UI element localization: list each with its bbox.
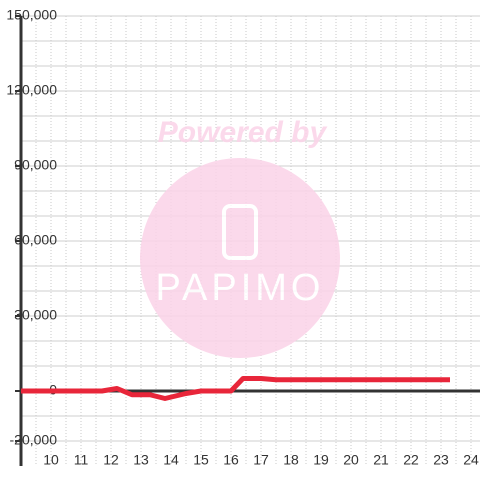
x-tick-label: 15 xyxy=(193,452,209,468)
x-tick-label: 19 xyxy=(313,452,329,468)
y-tick-label: 120,000 xyxy=(6,82,57,98)
x-tick-label: 12 xyxy=(103,452,119,468)
x-tick-label: 17 xyxy=(253,452,269,468)
x-tick-label: 16 xyxy=(223,452,239,468)
line xyxy=(21,376,450,401)
x-tick-label: 10 xyxy=(43,452,59,468)
x-tick-label: 11 xyxy=(74,452,89,468)
watermark: Powered by PAPIMO xyxy=(140,116,340,358)
x-tick-label: 23 xyxy=(433,452,449,468)
watermark-top: Powered by xyxy=(158,116,328,149)
y-tick-label: 60,000 xyxy=(14,232,57,248)
watermark-brand: PAPIMO xyxy=(156,267,325,309)
x-tick-label: 21 xyxy=(373,452,389,468)
y-tick-label: 150,000 xyxy=(6,7,57,23)
watermark-phone xyxy=(222,204,258,260)
x-tick-label: 20 xyxy=(343,452,359,468)
x-tick-label: 18 xyxy=(283,452,299,468)
x-tick-label: 24 xyxy=(463,452,479,468)
x-tick-label: 22 xyxy=(403,452,419,468)
y-tick-label: -20,000 xyxy=(10,432,58,448)
y-tick-label: 90,000 xyxy=(14,157,57,173)
x-tick-label: 13 xyxy=(133,452,149,468)
x-tick-label: 14 xyxy=(163,452,179,468)
y-tick-label: 30,000 xyxy=(14,307,57,323)
